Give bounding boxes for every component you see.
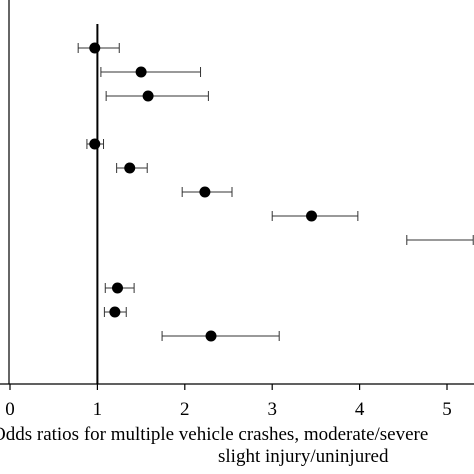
point-marker-4 — [89, 138, 101, 150]
x-tick-label-3: 3 — [267, 399, 277, 420]
x-tick-label-0: 0 — [5, 399, 15, 420]
point-marker-9 — [112, 282, 124, 294]
x-axis-label-line1: Odds ratios for multiple vehicle crashes… — [0, 424, 429, 445]
point-marker-10 — [109, 306, 121, 318]
point-marker-6 — [199, 186, 211, 198]
x-tick-label-5: 5 — [442, 399, 452, 420]
x-tick-label-1: 1 — [93, 399, 103, 420]
plot-area: 0 1 2 3 4 5 — [0, 0, 474, 420]
x-axis-label-line2: slight injury/uninjured — [218, 446, 389, 467]
x-tick-label-2: 2 — [180, 399, 190, 420]
point-marker-5 — [124, 162, 136, 174]
x-tick-label-4: 4 — [355, 399, 365, 420]
point-marker-7 — [306, 210, 318, 222]
point-marker-1 — [89, 42, 101, 54]
point-marker-11 — [205, 330, 217, 342]
point-marker-2 — [135, 66, 147, 78]
point-marker-3 — [142, 90, 154, 102]
